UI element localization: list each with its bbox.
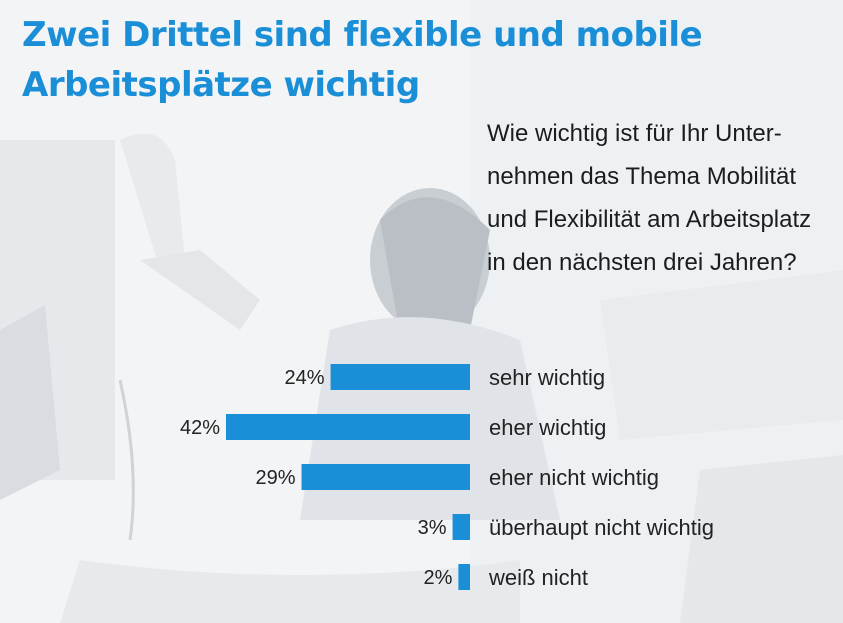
value-label: 42% — [180, 417, 220, 439]
bar-2 — [226, 414, 470, 440]
page-title: Zwei Drittel sind flexible und mobile Ar… — [22, 10, 722, 110]
value-label: 2% — [423, 567, 452, 589]
bar-3 — [301, 464, 470, 490]
bar-1 — [330, 364, 470, 390]
question-line: Wie wichtig ist für Ihr Unter- — [487, 120, 782, 147]
title-line: Arbeitsplätze wichtig — [22, 65, 420, 105]
value-label: 29% — [255, 467, 295, 489]
category-label: überhaupt nicht wichtig — [489, 515, 714, 540]
value-label: 3% — [418, 517, 447, 539]
question-line: in den nächsten drei Jahren? — [487, 249, 797, 276]
category-label: weiß nicht — [488, 565, 588, 590]
question-line: und Flexibilität am Arbeitsplatz — [487, 206, 812, 233]
survey-question: Wie wichtig ist für Ihr Unter- nehmen da… — [487, 112, 832, 284]
bar-5 — [458, 564, 470, 590]
category-label: eher wichtig — [489, 415, 606, 440]
title-line: Zwei Drittel sind flexible und mobile — [22, 15, 703, 55]
value-label: 24% — [285, 367, 325, 389]
question-line: nehmen das Thema Mobilität — [487, 163, 797, 190]
category-label: eher nicht wichtig — [489, 465, 659, 490]
category-label: sehr wichtig — [489, 365, 605, 390]
bar-4 — [452, 514, 470, 540]
